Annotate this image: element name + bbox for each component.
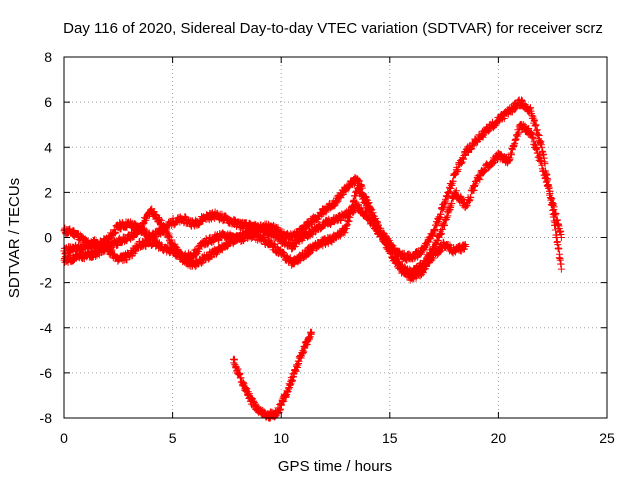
data-point: [288, 377, 296, 385]
data-point: [508, 151, 516, 159]
data-point: [467, 193, 475, 201]
data-point: [345, 217, 353, 225]
data-point: [112, 228, 120, 236]
data-point: [555, 245, 563, 253]
data-point: [163, 226, 171, 234]
data-point: [355, 177, 363, 185]
y-tick-label: -4: [40, 320, 53, 336]
data-point: [441, 222, 449, 230]
y-axis-label: SDTVAR / TECUs: [6, 178, 23, 298]
x-tick-label: 5: [169, 430, 177, 446]
y-tick-label: 4: [44, 139, 52, 155]
data-point: [500, 114, 508, 122]
data-point: [449, 177, 457, 185]
data-point: [346, 213, 354, 221]
data-point: [437, 229, 445, 237]
x-tick-label: 10: [273, 430, 289, 446]
data-point: [443, 214, 451, 222]
data-point: [365, 199, 373, 207]
y-tick-label: 6: [44, 94, 52, 110]
data-point: [532, 121, 540, 129]
data-point: [541, 160, 549, 168]
data-point: [92, 253, 100, 261]
data-point: [289, 236, 297, 244]
data-points: [60, 96, 565, 423]
y-tick-label: 0: [44, 230, 52, 246]
data-point: [369, 209, 377, 217]
axis-ticks: 0 5 10 15 20 25 -8 -6 -4 -2 0 2 4 6 8: [40, 49, 615, 446]
data-point: [308, 328, 316, 336]
data-point: [382, 237, 390, 245]
x-tick-label: 25: [599, 430, 615, 446]
chart-title: Day 116 of 2020, Sidereal Day-to-day VTE…: [63, 20, 603, 37]
data-point: [459, 196, 467, 204]
data-point: [378, 230, 386, 238]
x-tick-label: 20: [491, 430, 507, 446]
x-tick-label: 15: [382, 430, 398, 446]
data-point: [557, 265, 565, 273]
data-point: [529, 134, 537, 142]
data-point: [485, 127, 493, 135]
y-tick-label: 8: [44, 49, 52, 65]
y-tick-label: -6: [40, 365, 53, 381]
data-point: [437, 210, 445, 218]
data-point: [123, 256, 131, 264]
y-tick-label: -8: [40, 410, 53, 426]
data-point: [553, 231, 561, 239]
y-tick-label: -2: [40, 275, 53, 291]
x-axis-label: GPS time / hours: [278, 458, 392, 475]
data-point: [546, 187, 554, 195]
data-point: [557, 234, 565, 241]
data-point: [552, 210, 560, 218]
data-point: [176, 249, 184, 257]
data-point: [462, 243, 470, 251]
x-tick-label: 0: [60, 430, 68, 446]
data-point: [510, 106, 518, 114]
y-tick-label: 2: [44, 184, 52, 200]
data-point: [550, 203, 558, 211]
data-point: [531, 116, 539, 124]
